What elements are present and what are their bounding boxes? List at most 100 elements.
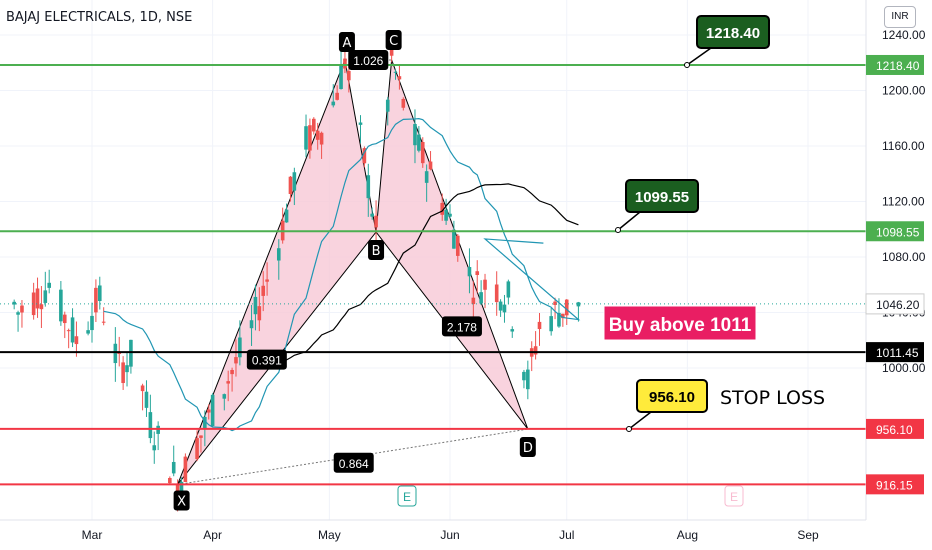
candle-down <box>428 161 433 170</box>
callout-anchor <box>626 426 632 432</box>
chart-title: BAJAJ ELECTRICALS, 1D, NSE <box>6 10 193 25</box>
candle-up <box>385 99 390 112</box>
currency-badge[interactable]: INR <box>884 6 916 28</box>
candle-down <box>494 284 499 303</box>
callout-box[interactable] <box>696 15 770 49</box>
candle-down <box>74 336 79 345</box>
candle-down <box>471 297 476 305</box>
x-tick-label: Apr <box>203 528 222 542</box>
candle-down <box>335 92 339 100</box>
x-tick-label: Jun <box>440 528 459 542</box>
pattern-point-x <box>173 490 190 511</box>
candle-down <box>66 330 71 332</box>
candle-down <box>206 409 211 413</box>
price-tag <box>866 418 924 439</box>
callout-text: 1218.40 <box>706 25 760 42</box>
candle-down <box>62 314 67 324</box>
candle-up <box>59 289 63 322</box>
last-price-tag <box>865 293 925 315</box>
candle-up <box>284 209 289 223</box>
y-tick-label: 1000.00 <box>882 361 926 375</box>
candle-up <box>179 481 184 494</box>
candle-up <box>358 122 363 125</box>
earnings-marker[interactable] <box>397 485 417 507</box>
price-tag-label: 956.10 <box>876 423 913 437</box>
candle-up <box>413 124 417 146</box>
x-tick-label: Aug <box>677 528 698 542</box>
candle-up <box>366 175 371 199</box>
candle-down <box>101 321 106 323</box>
candle-down <box>183 456 188 483</box>
callout-text: 1099.55 <box>635 189 689 206</box>
candle-down <box>347 70 351 81</box>
candle-up <box>125 365 129 373</box>
candle-up <box>417 134 421 151</box>
pattern-point-label: B <box>372 244 381 259</box>
pattern-point-label: X <box>177 495 186 510</box>
callout-box[interactable] <box>625 179 699 213</box>
ma-slow-line <box>255 183 579 367</box>
x-tick-label: May <box>318 528 341 542</box>
pattern-point-label: C <box>389 34 398 49</box>
candle-up <box>210 394 215 427</box>
candle-up <box>339 65 343 90</box>
price-tag-label: 1011.45 <box>876 346 919 360</box>
callout-box[interactable] <box>636 379 708 413</box>
candle-up <box>498 301 503 311</box>
y-tick-label: 1080.00 <box>882 250 926 264</box>
stop-loss-text: STOP LOSS <box>720 387 825 409</box>
pattern-point-label: D <box>523 441 533 456</box>
candle-up <box>452 229 456 249</box>
candle-up <box>549 316 553 332</box>
candle-up <box>304 126 308 150</box>
candle-down <box>483 279 487 290</box>
buy-annotation-box[interactable] <box>603 305 757 341</box>
ratio-box <box>348 49 389 70</box>
candle-down <box>319 132 324 145</box>
candle-up <box>424 171 429 183</box>
pattern-point-b <box>368 240 385 261</box>
candle-down <box>374 215 378 228</box>
candle-down <box>537 321 542 330</box>
candle-up <box>16 312 20 315</box>
callout-anchor <box>615 227 621 233</box>
candle-up <box>506 281 511 298</box>
candle-up <box>238 337 242 358</box>
callout-anchor <box>684 62 690 68</box>
candle-up <box>113 343 118 364</box>
candle-up <box>331 101 336 106</box>
candle-up <box>70 317 75 343</box>
candle-down <box>168 477 172 484</box>
candle-up <box>43 290 48 303</box>
y-tick-label: 1200.00 <box>882 84 926 98</box>
ratio-box <box>246 349 287 370</box>
candle-up <box>444 209 448 221</box>
x-tick-label: Sep <box>797 528 819 542</box>
price-tag <box>866 474 924 495</box>
candle-down <box>226 381 230 384</box>
candle-up <box>129 339 133 367</box>
candle-down <box>343 58 347 69</box>
candle-up <box>171 461 176 474</box>
candle-up <box>144 391 149 408</box>
callout-pointer <box>617 211 641 231</box>
price-tag <box>866 54 924 75</box>
callout-pointer <box>686 47 712 66</box>
candle-down <box>308 125 312 151</box>
candle-down <box>440 202 445 215</box>
callout-text: 956.10 <box>649 389 695 406</box>
earnings-marker-label: E <box>730 490 738 504</box>
candle-up <box>148 412 153 439</box>
candle-down <box>195 438 199 459</box>
y-tick-label: 1240.00 <box>882 28 926 42</box>
candle-up <box>522 371 526 381</box>
pattern-point-c <box>385 29 402 50</box>
candle-down <box>455 235 460 256</box>
candle-up <box>292 172 297 191</box>
ratio-label: 2.178 <box>447 320 477 334</box>
earnings-marker[interactable] <box>724 485 744 507</box>
candle-up <box>222 394 227 399</box>
candle-down <box>533 346 538 355</box>
